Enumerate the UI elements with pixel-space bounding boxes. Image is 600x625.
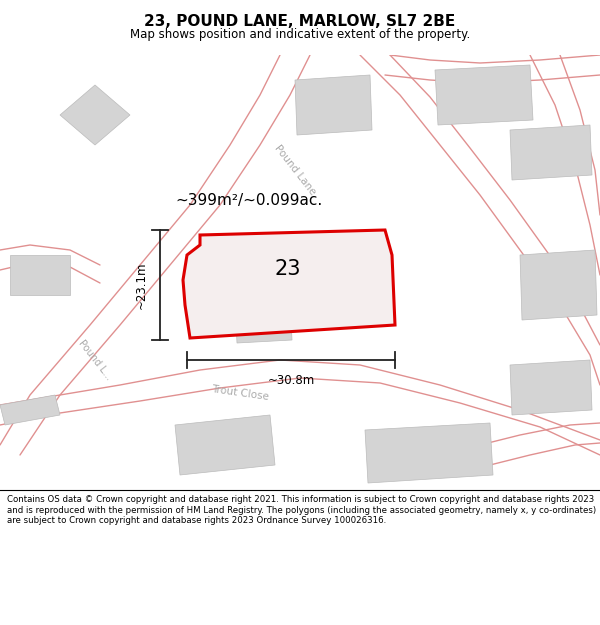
Text: ~399m²/~0.099ac.: ~399m²/~0.099ac. [175, 192, 322, 208]
Polygon shape [60, 85, 130, 145]
Polygon shape [295, 75, 372, 135]
Polygon shape [175, 415, 275, 475]
Text: 23, POUND LANE, MARLOW, SL7 2BE: 23, POUND LANE, MARLOW, SL7 2BE [145, 14, 455, 29]
Polygon shape [365, 423, 493, 483]
Text: 23: 23 [274, 259, 301, 279]
Text: ~30.8m: ~30.8m [268, 374, 314, 387]
Text: Trout Close: Trout Close [211, 384, 269, 402]
Polygon shape [235, 297, 292, 343]
Text: ~23.1m: ~23.1m [135, 261, 148, 309]
Text: Map shows position and indicative extent of the property.: Map shows position and indicative extent… [130, 28, 470, 41]
Text: Pound L...: Pound L... [76, 338, 113, 382]
Polygon shape [10, 255, 70, 295]
Polygon shape [520, 250, 597, 320]
Text: Pound Lane: Pound Lane [272, 143, 317, 197]
Polygon shape [0, 395, 60, 425]
Polygon shape [435, 65, 533, 125]
Polygon shape [183, 230, 395, 338]
Text: Contains OS data © Crown copyright and database right 2021. This information is : Contains OS data © Crown copyright and d… [7, 496, 596, 525]
Polygon shape [510, 360, 592, 415]
Polygon shape [510, 125, 592, 180]
